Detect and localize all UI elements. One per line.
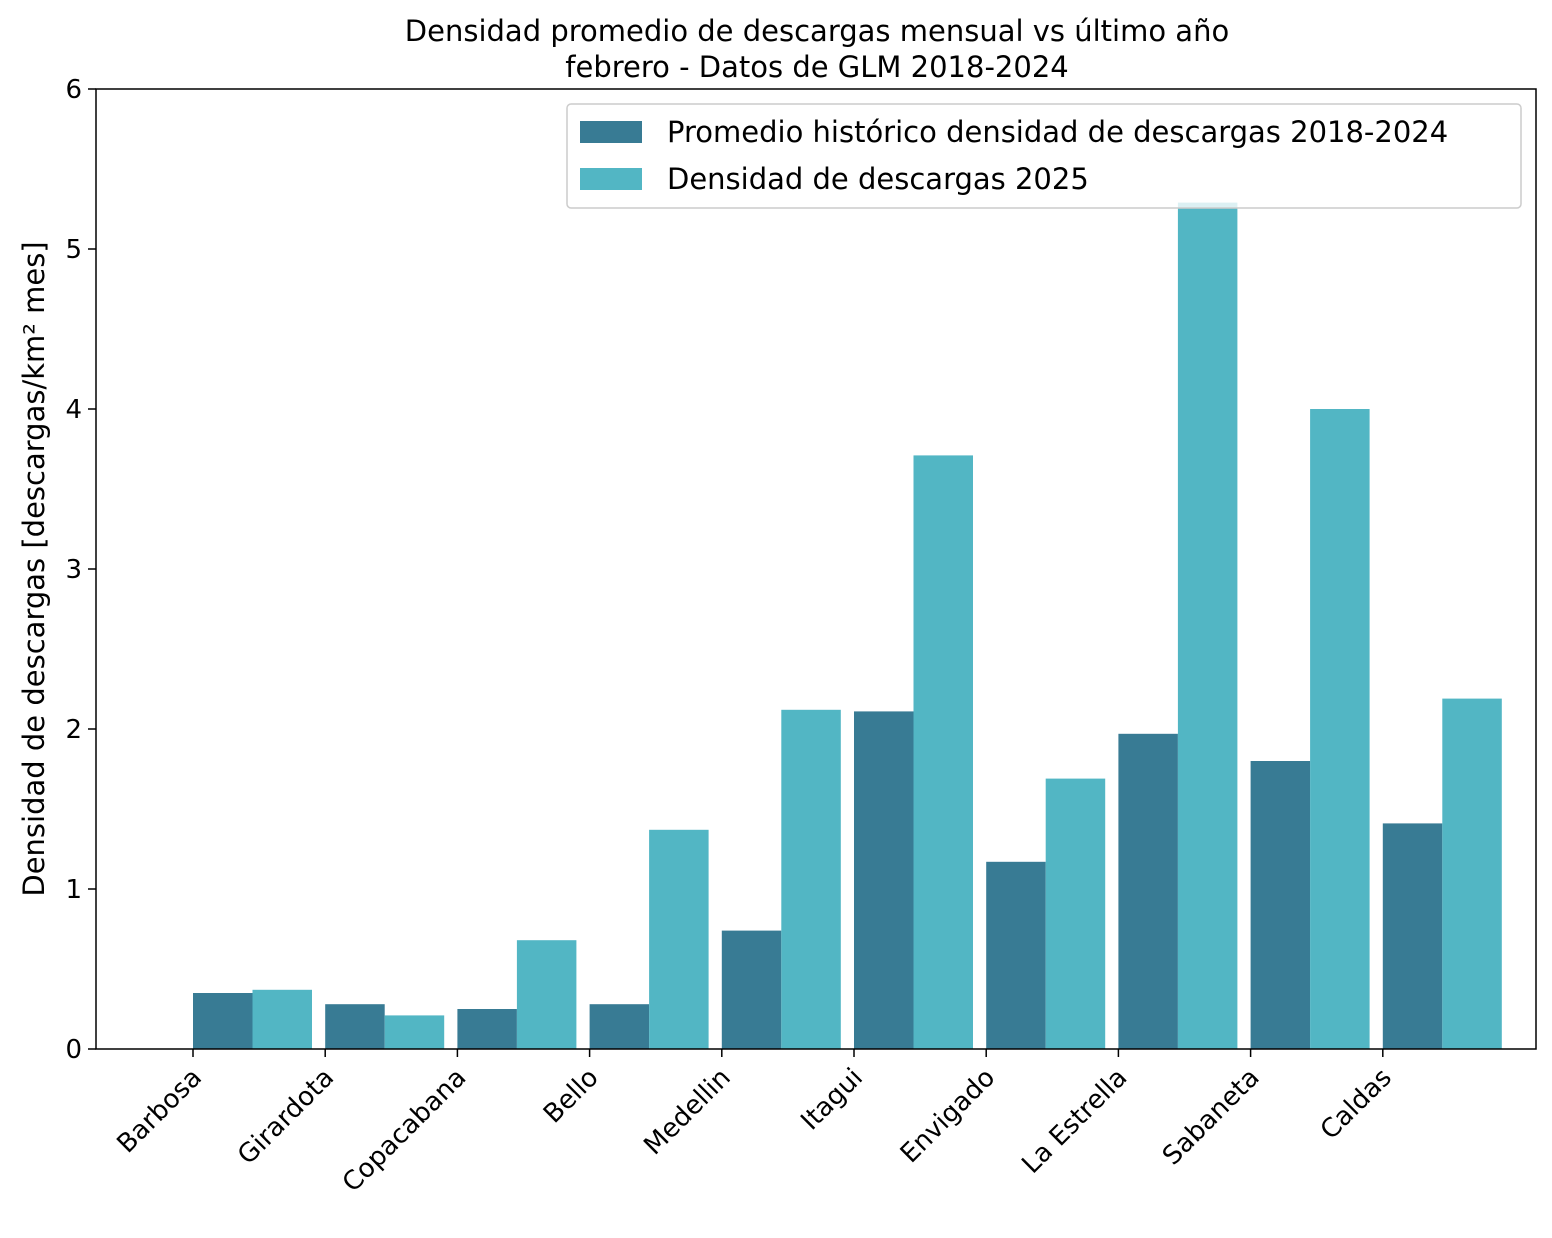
bar-2025-caldas <box>1442 698 1502 1049</box>
chart-title: Densidad promedio de descargas mensual v… <box>405 14 1229 84</box>
bar-historical-copacabana <box>457 1009 517 1049</box>
y-tick-label: 2 <box>65 715 82 745</box>
x-tick-label: Copacabana <box>337 1063 472 1198</box>
bar-historical-medellin <box>721 930 782 1049</box>
x-tick-label: Envigado <box>895 1063 1001 1169</box>
bar-historical-barbosa <box>193 993 253 1049</box>
y-tick-label: 6 <box>65 75 82 105</box>
bar-historical-caldas <box>1382 823 1443 1049</box>
bar-2025-barbosa <box>252 989 312 1049</box>
bar-historical-bello <box>589 1004 650 1049</box>
legend-label-2025: Densidad de descargas 2025 <box>667 162 1089 196</box>
legend-label-historical: Promedio histórico densidad de descargas… <box>667 115 1448 149</box>
y-tick-label: 3 <box>65 555 82 585</box>
x-tick-label: Girardota <box>232 1063 340 1171</box>
x-tick-label: La Estrella <box>1016 1063 1133 1180</box>
plot-frame <box>95 88 1537 1050</box>
chart-title-line2: febrero - Datos de GLM 2018-2024 <box>565 50 1068 84</box>
bar-2025-sabaneta <box>1310 409 1370 1049</box>
x-tick-label: Bello <box>538 1063 605 1130</box>
chart-title-line1: Densidad promedio de descargas mensual v… <box>405 14 1229 48</box>
y-axis: 0 1 2 3 4 5 6 <box>65 75 96 1065</box>
y-tick-label: 5 <box>65 235 82 265</box>
bar-historical-itagui <box>854 711 914 1049</box>
y-tick-label: 1 <box>65 875 82 905</box>
bar-2025-la-estrella <box>1177 202 1238 1050</box>
legend: Promedio histórico densidad de descargas… <box>566 103 1522 209</box>
y-axis-label: Densidad de descargas [descargas/km² mes… <box>17 241 51 896</box>
bar-2025-bello <box>649 829 709 1049</box>
bar-2025-medellin <box>781 709 841 1049</box>
bar-2025-girardota <box>384 1015 445 1049</box>
bar-2025-copacabana <box>516 940 577 1049</box>
legend-swatch-2025 <box>580 168 642 190</box>
bar-historical-girardota <box>325 1004 385 1049</box>
legend-swatch-historical <box>580 121 642 143</box>
x-tick-label: Medellin <box>638 1063 736 1161</box>
bar-historical-envigado <box>986 861 1046 1049</box>
y-tick-label: 0 <box>65 1035 82 1065</box>
y-tick-label: 4 <box>65 395 82 425</box>
bars-group <box>193 202 1502 1050</box>
x-tick-label: Barbosa <box>112 1063 208 1159</box>
x-tick-label: Caldas <box>1315 1063 1398 1146</box>
bar-2025-itagui <box>913 455 973 1049</box>
bar-2025-envigado <box>1045 778 1106 1049</box>
bar-historical-la-estrella <box>1118 733 1178 1049</box>
x-tick-label: Sabaneta <box>1157 1063 1266 1172</box>
x-tick-label: Itagui <box>795 1063 869 1137</box>
bar-historical-sabaneta <box>1250 761 1311 1049</box>
legend-box <box>566 103 1522 209</box>
